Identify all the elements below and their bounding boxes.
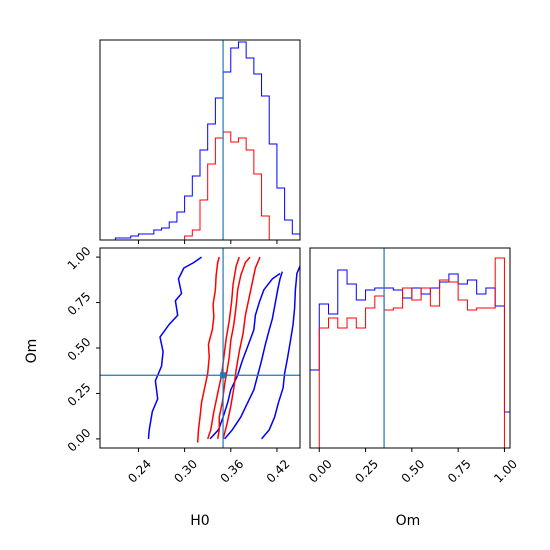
- contour-H0-Om-series-0-contour-0: [147, 256, 202, 439]
- truth-marker: [220, 372, 227, 379]
- contour-H0-Om-series-1-contour-3: [222, 256, 261, 440]
- x-tick-label: 0.75: [445, 457, 474, 486]
- om-y-axis-title: Om: [24, 339, 40, 364]
- y-tick-label: 1.00: [65, 244, 94, 273]
- hist-H0-series-1-step: [184, 131, 270, 240]
- x-tick-label: 1.00: [491, 457, 520, 486]
- contour-H0-Om-series-0-contour-2: [224, 271, 284, 440]
- om-histogram-panel: 0.00 0.25 0.50 0.75 1.00: [306, 247, 520, 486]
- contour-H0-Om-plot-area: [100, 248, 300, 448]
- contour-H0-Om-series-1-contour-0: [196, 256, 220, 443]
- om-x-axis-title: Om: [396, 513, 421, 529]
- hist-Om-plot-area: [310, 248, 510, 448]
- hist-Om-series-1-step: [310, 257, 510, 448]
- y-tick-label: 0.50: [65, 335, 94, 364]
- x-tick-label: 0.25: [352, 457, 381, 486]
- x-tick-label: 0.42: [264, 457, 293, 486]
- x-tick-label: 0.00: [306, 457, 335, 486]
- contour-H0-Om-series-1-contour-2: [206, 256, 240, 440]
- hist-Om-frame: [309, 247, 511, 449]
- hist-H0-frame: [99, 39, 301, 241]
- hist-H0-series-0-step: [100, 41, 300, 240]
- hist-Om-series-0-step: [310, 269, 510, 448]
- h0-axis-title: H0: [190, 513, 209, 529]
- x-tick-label: 0.30: [171, 457, 200, 486]
- contour-H0-Om-series-0-contour-3: [260, 265, 300, 440]
- x-tick-label: 0.50: [399, 457, 428, 486]
- y-tick-label: 0.75: [65, 289, 94, 318]
- contour-H0-Om-series-1-contour-1: [216, 256, 251, 440]
- h0-om-contour-panel: 0.24 0.30 0.36 0.42 0.00 0.25 0.50 0.75 1.00: [65, 244, 301, 486]
- y-tick-label: 0.00: [65, 426, 94, 455]
- hist-H0-plot-area: [100, 40, 300, 240]
- y-tick-label: 0.25: [65, 380, 94, 409]
- contour-H0-Om-series-0-contour-1: [209, 272, 281, 440]
- x-tick-label: 0.36: [218, 457, 247, 486]
- h0-histogram-panel: [99, 39, 301, 244]
- x-tick-label: 0.24: [125, 457, 154, 486]
